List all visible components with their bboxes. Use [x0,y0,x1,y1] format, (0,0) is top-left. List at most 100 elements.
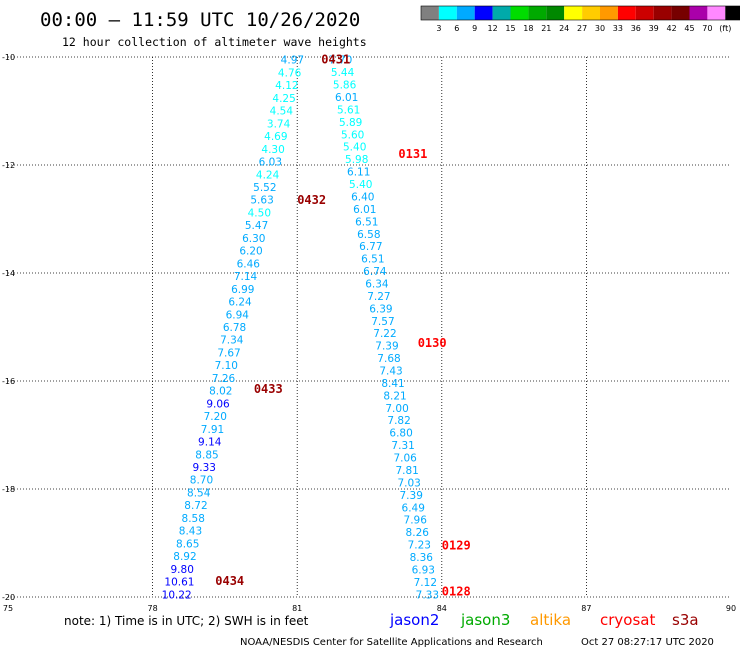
legend-label: 70 [702,24,712,33]
wave-height-value: 6.93 [412,564,435,576]
pass-time-label: 0131 [398,147,427,161]
wave-height-value: 5.63 [250,195,273,207]
wave-height-value: 7.39 [400,490,423,502]
legend-label: (ft) [719,24,731,33]
wave-height-value: 7.10 [215,360,238,372]
wave-height-value: 5.98 [345,154,368,166]
wave-height-value: 6.40 [351,191,374,203]
legend-swatch [421,6,439,20]
y-axis-ticks: -10 -12 -14 -16 -18 -20 [2,53,15,602]
wave-height-value: 4.24 [256,169,280,181]
legend-label: 45 [684,24,694,33]
wave-height-value: 4.25 [272,93,295,105]
wave-height-value: 7.34 [220,335,244,347]
wave-height-value: 6.30 [242,233,265,245]
legend-swatch [474,6,493,20]
legend-label: 9 [472,24,477,33]
legend-swatch [492,6,511,20]
wave-height-value: 10.22 [162,589,192,601]
wave-height-value: 8.02 [209,386,232,398]
satellite-legend: jason2 jason3 altika cryosat s3a [389,611,699,629]
wave-height-value: 8.41 [381,378,404,390]
legend-swatch [528,6,547,20]
wave-height-value: 4.12 [275,80,298,92]
wave-height-value: 7.68 [377,353,400,365]
wave-height-value: 7.91 [201,424,224,436]
legend-label: 21 [541,24,551,33]
wave-height-value: 7.14 [234,271,258,283]
x-tick-label: 87 [581,604,591,613]
legend-label: 36 [631,24,641,33]
wave-height-value: 7.03 [397,477,420,489]
legend-swatch [456,6,475,20]
legend-swatch [600,6,618,20]
wave-height-value: 4.76 [278,67,302,79]
wave-height-value: 5.86 [333,80,357,92]
wave-height-value: 6.99 [231,284,254,296]
wave-height-value: 8.65 [176,538,199,550]
note-text: note: 1) Time is in UTC; 2) SWH is in fe… [64,614,309,628]
legend-swatch [546,6,565,20]
legend-label: 33 [613,24,623,33]
legend-swatch [653,6,672,20]
pass-time-label: 0434 [215,574,244,588]
wave-height-value: 5.89 [339,117,362,129]
legend-label: 3 [436,24,441,33]
footer-credit: NOAA/NESDIS Center for Satellite Applica… [240,637,543,648]
wave-height-value: 6.01 [353,204,376,216]
wave-height-value: 9.33 [193,462,216,474]
wave-height-value: 6.46 [237,258,261,270]
pass-time-label: 0130 [418,336,447,350]
legend-label: 24 [559,24,569,33]
wave-height-value: 6.01 [335,92,358,104]
wave-height-value: 8.54 [187,487,211,499]
wave-height-value: 7.22 [373,328,396,340]
wave-height-value: 5.40 [343,142,366,154]
wave-height-value: 7.67 [217,347,240,359]
satellite-label-cryosat: cryosat [600,611,655,629]
plot-grid [8,56,731,598]
wave-height-value: 5.40 [349,179,372,191]
chart-title: 00:00 – 11:59 UTC 10/26/2020 [40,9,360,31]
satellite-label-altika: altika [530,611,571,629]
color-legend: 3 6 9 12 15 18 21 24 27 30 33 36 39 42 45 70 (ft) [420,5,740,33]
wave-height-value: 7.57 [371,316,394,328]
wave-height-value: 4.50 [248,207,271,219]
wave-height-value: 4.69 [264,131,287,143]
legend-label: 42 [667,24,677,33]
wave-height-value: 6.11 [347,167,370,179]
wave-height-value: 5.47 [245,220,268,232]
legend-swatch [671,6,690,20]
wave-height-value: 5.52 [253,182,276,194]
wave-height-value: 6.80 [389,428,412,440]
legend-label: 6 [454,24,459,33]
wave-height-value: 10.61 [164,577,194,589]
legend-label: 18 [523,24,533,33]
wave-height-value: 9.14 [198,437,222,449]
wave-height-value: 6.24 [228,297,252,309]
wave-height-value: 7.82 [387,415,410,427]
wave-height-value: 6.51 [361,254,384,266]
wave-height-value: 6.03 [259,157,282,169]
legend-swatch [438,6,457,20]
wave-height-value: 3.74 [267,118,291,130]
legend-swatch [725,6,740,20]
wave-height-value: 7.31 [391,440,414,452]
wave-height-value: 7.00 [385,403,408,415]
wave-height-value: 6.34 [365,278,389,290]
x-axis-ticks: 75 78 81 84 87 90 [3,604,736,613]
x-tick-label: 84 [437,604,447,613]
wave-height-value: 7.39 [375,341,398,353]
wave-height-value: 7.23 [408,540,431,552]
legend-swatch [707,6,726,20]
pass-time-label: 0129 [442,539,471,553]
legend-frame [420,5,740,21]
x-tick-label: 90 [726,604,736,613]
wave-height-value: 6.20 [239,246,262,258]
legend-swatch [582,6,600,20]
wave-height-value: 8.70 [190,475,213,487]
legend-label: 12 [488,24,498,33]
x-tick-label: 78 [148,604,158,613]
y-tick-label: -18 [2,485,15,494]
wave-height-value: 6.58 [357,229,380,241]
